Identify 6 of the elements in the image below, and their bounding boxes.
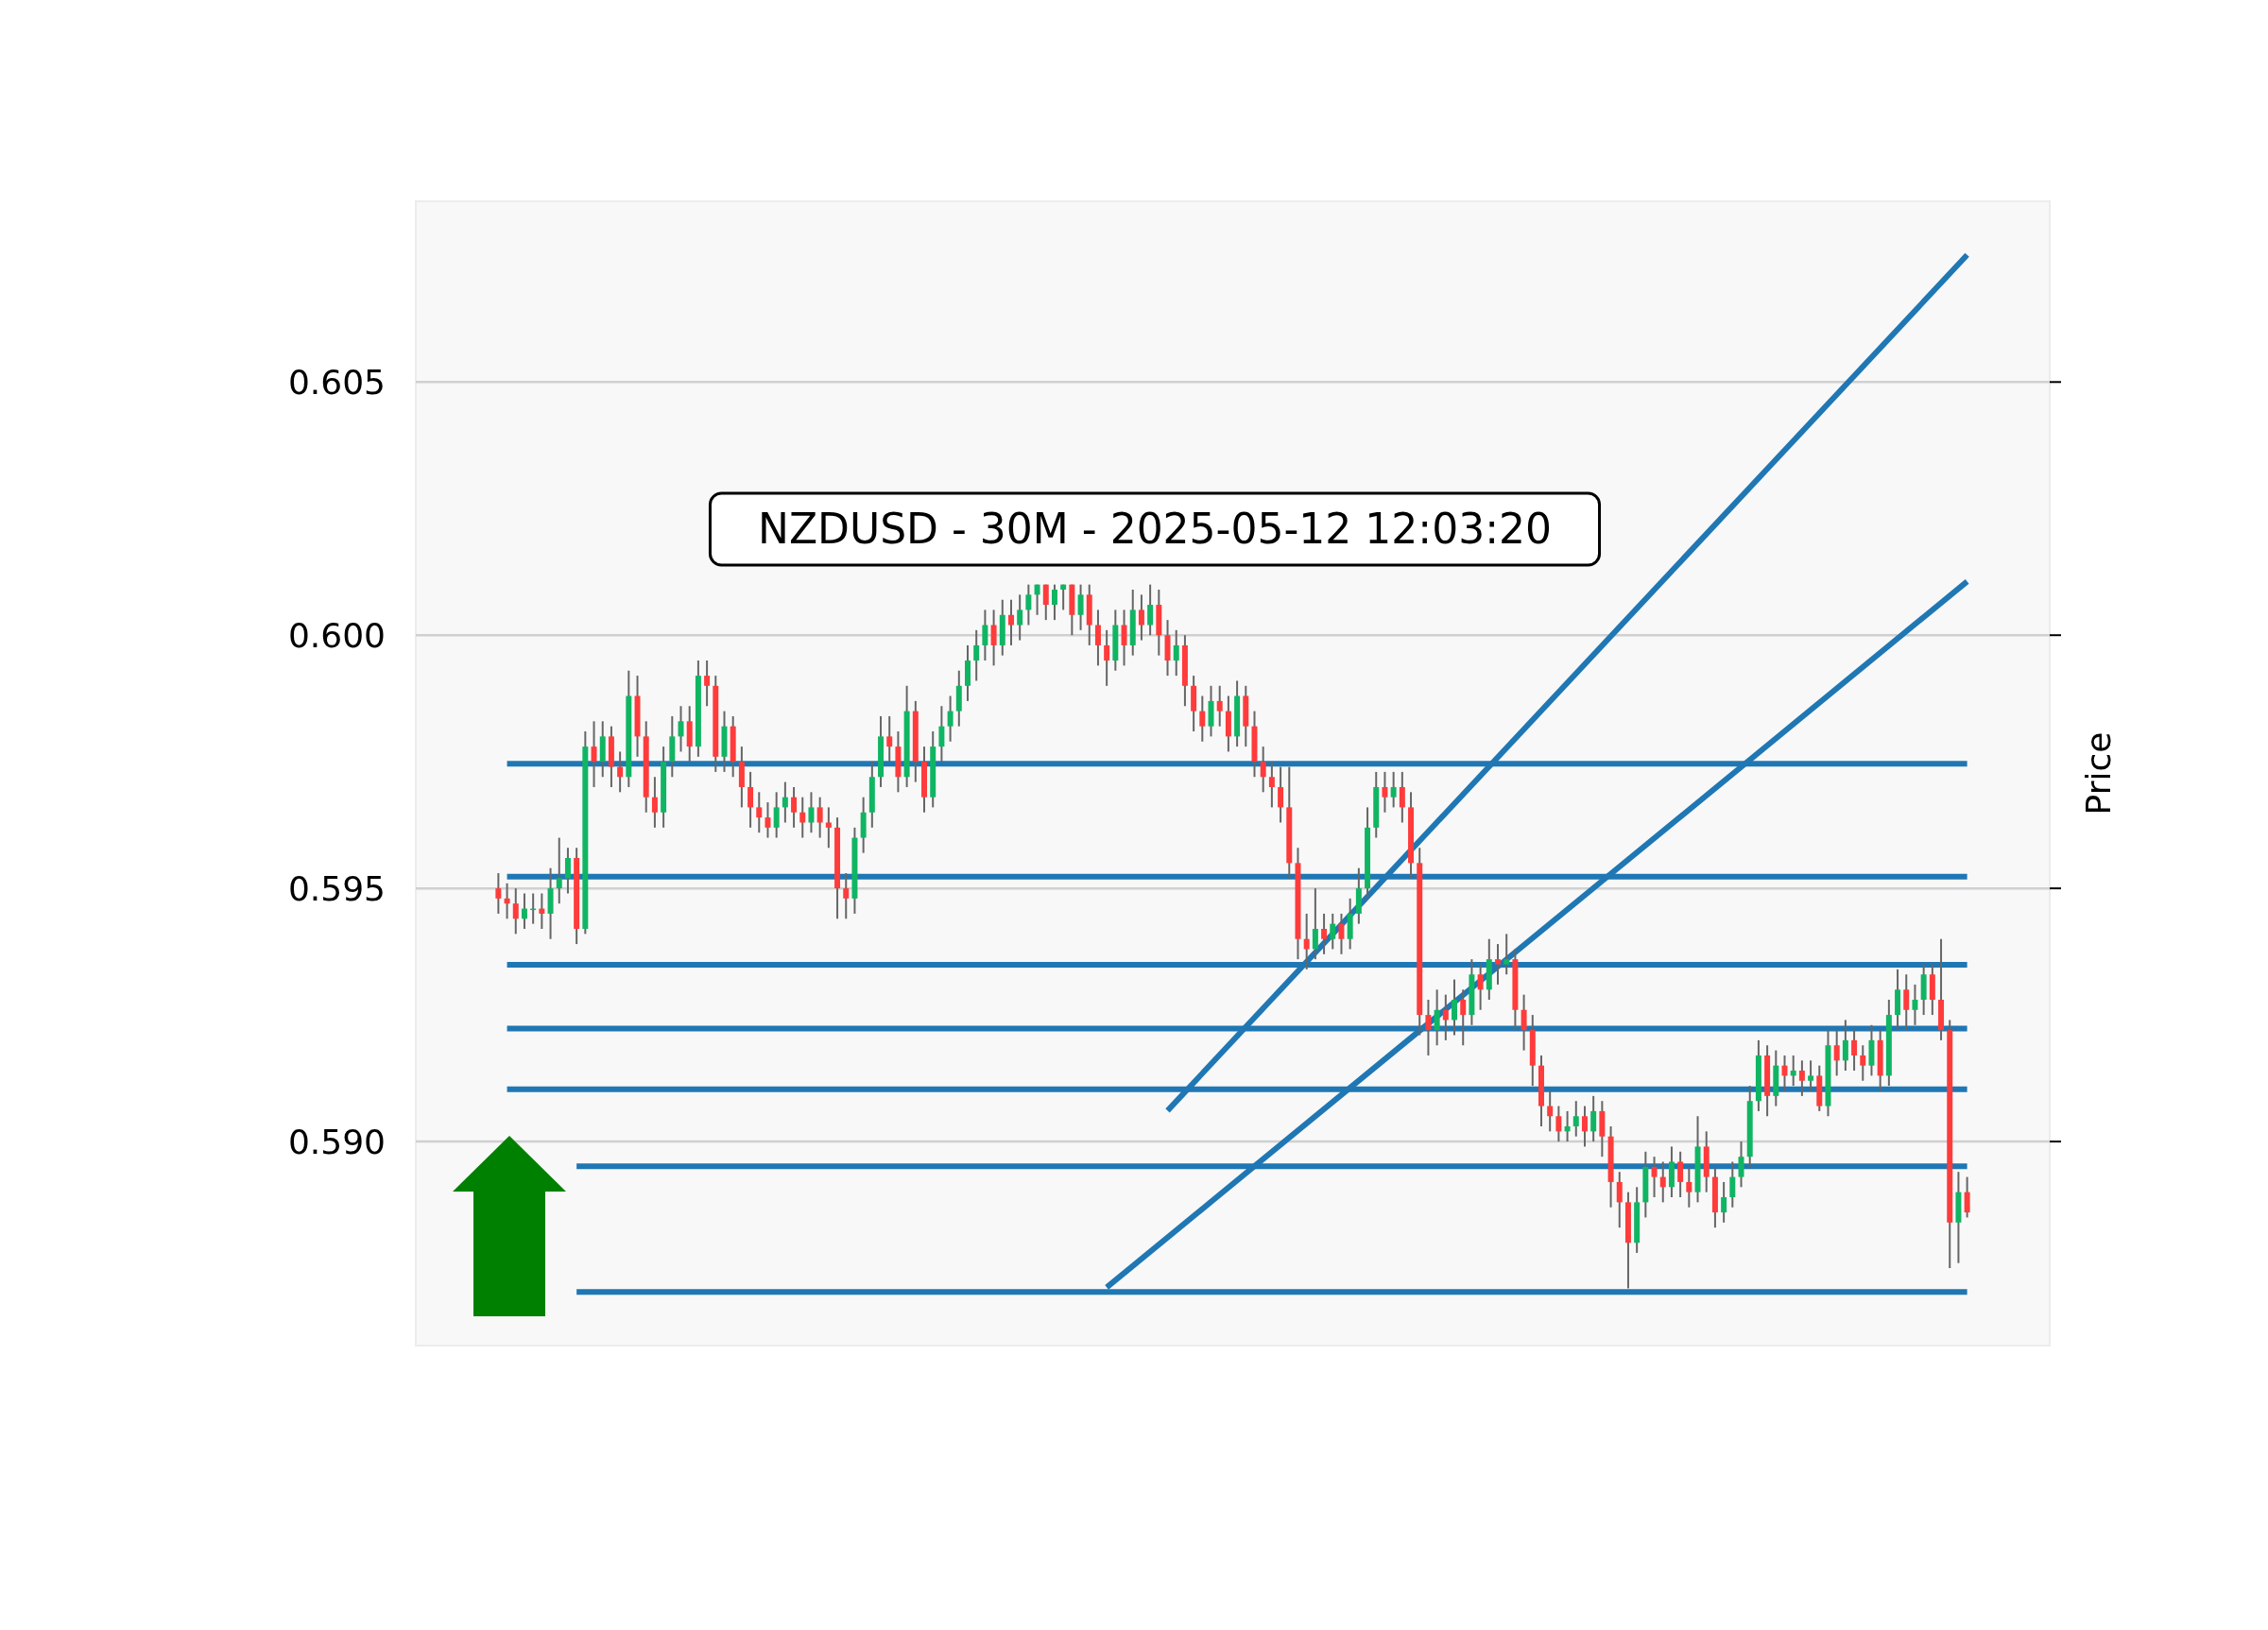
y-tick-label: 0.595 — [287, 868, 386, 908]
text: NZDUSD - 30M - 2025-05-12 12:03:20 — [758, 505, 1552, 554]
y-tick-label: 0.590 — [287, 1122, 386, 1161]
y-tick-label: 0.605 — [287, 362, 386, 402]
y-axis-title: Price — [2079, 731, 2118, 815]
y-tick-label: 0.600 — [287, 615, 386, 655]
